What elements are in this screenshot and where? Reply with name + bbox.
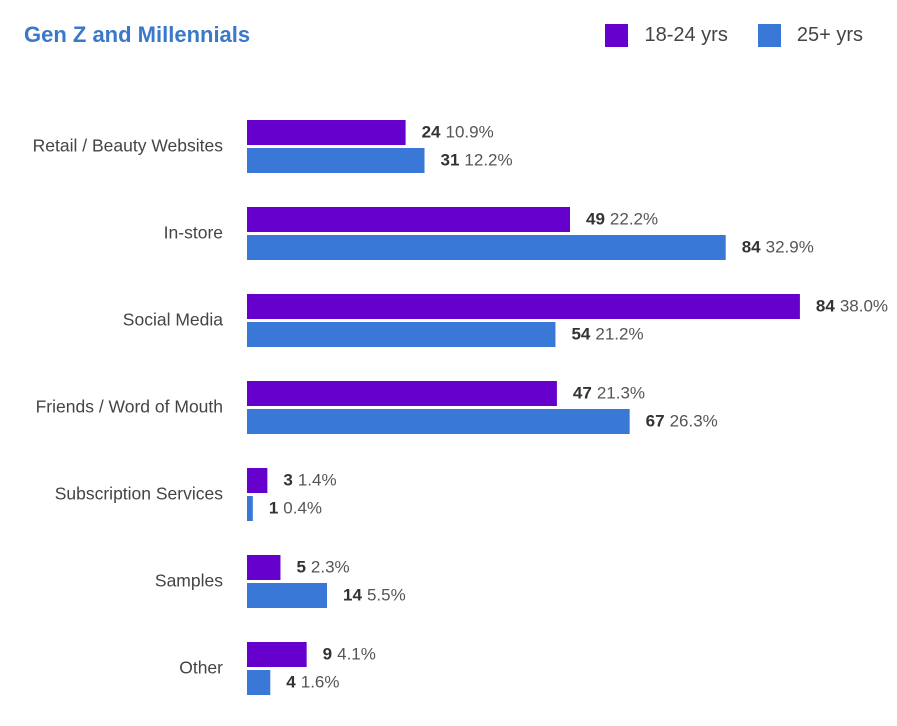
legend-label-25-plus: 25+ yrs <box>796 24 863 46</box>
bar-in-store-25-plus[interactable] <box>247 235 726 260</box>
legend-item-25-plus[interactable]: 25+ yrs <box>757 24 863 47</box>
data-label-subscription-services-18-24: 3 1.4% <box>283 471 336 490</box>
data-label-social-media-25-plus: 54 21.2% <box>571 325 643 344</box>
data-label-subscription-services-25-plus: 1 0.4% <box>269 499 322 518</box>
data-label-social-media-18-24: 84 38.0% <box>816 297 888 316</box>
legend-label-18-24: 18-24 yrs <box>644 24 728 46</box>
bar-samples-25-plus[interactable] <box>247 583 328 608</box>
bar-friends-word-of-mouth-18-24[interactable] <box>247 381 557 406</box>
bar-social-media-18-24[interactable] <box>247 294 800 319</box>
data-label-friends-word-of-mouth-18-24: 47 21.3% <box>573 384 645 403</box>
chart-title: Gen Z and Millennials <box>24 22 251 47</box>
legend: 18-24 yrs 25+ yrs <box>575 24 863 47</box>
legend-swatch-25-plus <box>757 24 781 47</box>
data-label-other-25-plus: 4 1.6% <box>286 673 339 692</box>
data-label-other-18-24: 9 4.1% <box>323 645 376 664</box>
bar-retail-beauty-websites-25-plus[interactable] <box>247 148 425 173</box>
category-label-samples: Samples <box>155 571 223 591</box>
bar-friends-word-of-mouth-25-plus[interactable] <box>247 409 630 434</box>
category-label-in-store: In-store <box>164 223 223 243</box>
data-label-in-store-25-plus: 84 32.9% <box>742 238 814 257</box>
data-label-in-store-18-24: 49 22.2% <box>586 210 658 229</box>
category-label-subscription-services: Subscription Services <box>55 484 224 504</box>
bar-other-18-24[interactable] <box>247 642 307 667</box>
category-label-other: Other <box>179 658 223 678</box>
data-label-retail-beauty-websites-18-24: 24 10.9% <box>422 123 494 142</box>
category-label-retail-beauty-websites: Retail / Beauty Websites <box>33 136 224 156</box>
category-label-social-media: Social Media <box>123 310 223 330</box>
bar-other-25-plus[interactable] <box>247 670 271 695</box>
bar-subscription-services-25-plus[interactable] <box>247 496 253 521</box>
data-label-samples-25-plus: 14 5.5% <box>343 586 406 605</box>
bar-in-store-18-24[interactable] <box>247 207 571 232</box>
category-label-friends-word-of-mouth: Friends / Word of Mouth <box>36 397 223 417</box>
data-label-retail-beauty-websites-25-plus: 31 12.2% <box>441 151 513 170</box>
legend-swatch-18-24 <box>605 24 629 47</box>
bar-social-media-25-plus[interactable] <box>247 322 556 347</box>
bar-samples-18-24[interactable] <box>247 555 281 580</box>
legend-item-18-24[interactable]: 18-24 yrs <box>605 24 728 47</box>
bar-subscription-services-18-24[interactable] <box>247 468 268 493</box>
data-label-friends-word-of-mouth-25-plus: 67 26.3% <box>646 412 718 431</box>
bar-retail-beauty-websites-18-24[interactable] <box>247 120 406 145</box>
data-label-samples-18-24: 5 2.3% <box>296 558 349 577</box>
